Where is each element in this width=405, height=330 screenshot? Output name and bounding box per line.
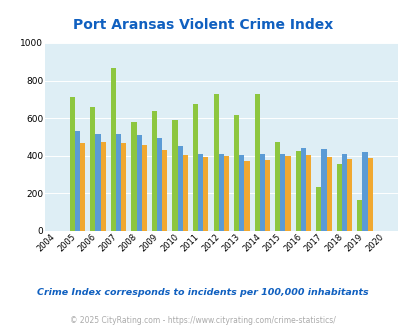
Bar <box>116 134 121 231</box>
Bar <box>95 134 100 231</box>
Bar <box>131 122 136 231</box>
Bar <box>315 187 321 231</box>
Bar <box>111 68 116 231</box>
Bar <box>305 155 310 231</box>
Bar <box>70 97 75 231</box>
Bar <box>367 158 372 231</box>
Bar <box>218 154 223 231</box>
Bar <box>141 145 147 231</box>
Bar <box>182 155 188 231</box>
Bar <box>203 157 208 231</box>
Bar <box>346 159 351 231</box>
Bar <box>157 138 162 231</box>
Bar <box>341 153 346 231</box>
Bar <box>356 200 362 231</box>
Bar <box>336 164 341 231</box>
Bar <box>177 147 182 231</box>
Bar <box>239 155 244 231</box>
Bar <box>151 111 157 231</box>
Bar <box>223 156 228 231</box>
Bar <box>234 115 239 231</box>
Bar <box>285 156 290 231</box>
Bar <box>162 150 167 231</box>
Bar <box>254 94 259 231</box>
Bar <box>100 142 105 231</box>
Bar <box>136 135 141 231</box>
Bar <box>300 148 305 231</box>
Bar <box>75 131 80 231</box>
Bar <box>244 161 249 231</box>
Bar <box>295 151 300 231</box>
Bar <box>213 94 218 231</box>
Text: © 2025 CityRating.com - https://www.cityrating.com/crime-statistics/: © 2025 CityRating.com - https://www.city… <box>70 316 335 325</box>
Bar <box>326 157 331 231</box>
Bar <box>198 154 203 231</box>
Bar <box>192 104 198 231</box>
Bar <box>80 143 85 231</box>
Bar <box>90 107 95 231</box>
Bar <box>172 120 177 231</box>
Bar <box>321 148 326 231</box>
Bar <box>259 154 264 231</box>
Text: Port Aransas Violent Crime Index: Port Aransas Violent Crime Index <box>72 18 333 32</box>
Bar <box>121 143 126 231</box>
Bar <box>279 153 285 231</box>
Bar <box>275 142 279 231</box>
Bar <box>264 160 269 231</box>
Text: Crime Index corresponds to incidents per 100,000 inhabitants: Crime Index corresponds to incidents per… <box>37 287 368 297</box>
Bar <box>362 152 367 231</box>
